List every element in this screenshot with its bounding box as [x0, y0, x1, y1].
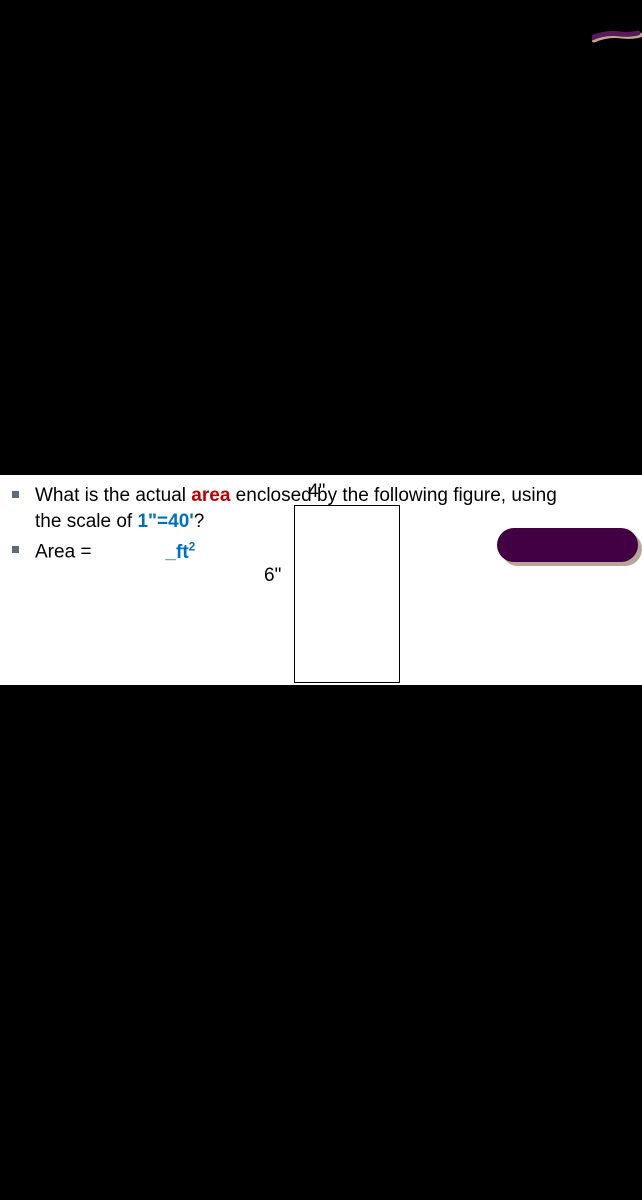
blank-underscore: _: [165, 542, 176, 563]
question-prefix: What is the actual: [35, 485, 191, 506]
unit-ft: ft: [176, 542, 189, 563]
unit-label: _ft2: [165, 542, 195, 563]
scale-prefix: the scale of: [35, 511, 137, 532]
unit-exponent: 2: [189, 539, 196, 553]
bullet-icon: [12, 546, 19, 553]
dimension-top-label: 4": [308, 481, 325, 503]
top-annotation-mark: [592, 30, 642, 45]
question-suffix: enclosed by the following figure, using: [230, 485, 556, 506]
redaction-main: [497, 528, 638, 562]
dimension-left-label: 6": [264, 565, 281, 587]
scale-suffix: ?: [194, 511, 205, 532]
redaction-mark: [497, 528, 642, 566]
area-label: Area =: [35, 542, 97, 563]
problem-content-block: What is the actual area enclosed by the …: [0, 475, 642, 685]
rectangle-shape: [294, 505, 400, 683]
bullet-icon: [12, 491, 19, 498]
area-keyword: area: [191, 485, 230, 506]
scale-value: 1"=40': [137, 511, 193, 532]
